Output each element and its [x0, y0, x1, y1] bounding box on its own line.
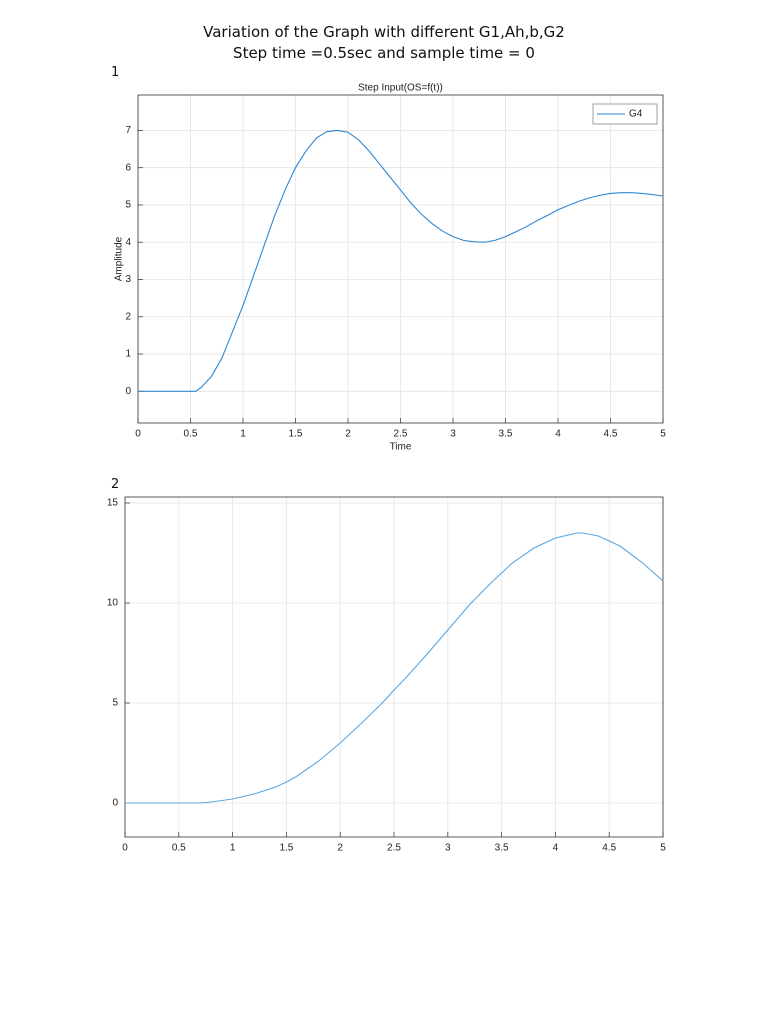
x-tick-label: 0	[122, 843, 128, 854]
x-tick-label: 3.5	[495, 843, 509, 854]
chart-title: Step Input(OS=f(t))	[358, 83, 443, 94]
x-tick-label: 2	[337, 843, 343, 854]
y-tick-label: 5	[112, 698, 118, 709]
data-line	[125, 532, 664, 804]
x-tick-label: 4	[555, 429, 561, 440]
axes-box	[124, 496, 664, 838]
x-tick-label: 2.5	[387, 843, 401, 854]
figure-number: 2	[111, 477, 120, 492]
x-tick-label: 3.5	[499, 429, 513, 440]
y-tick-label: 6	[125, 162, 131, 173]
y-tick-label: 4	[125, 237, 131, 248]
x-tick-label: 5	[660, 843, 666, 854]
x-tick-label: 2	[345, 429, 351, 440]
x-tick-label: 0	[135, 429, 141, 440]
x-tick-label: 1	[230, 843, 236, 854]
x-tick-label: 5	[660, 429, 666, 440]
page-subtitle: Step time =0.5sec and sample time = 0	[233, 44, 535, 62]
page-title: Variation of the Graph with different G1…	[203, 23, 565, 41]
x-tick-label: 4	[553, 843, 559, 854]
figure-number: 1	[111, 65, 120, 80]
x-tick-label: 1.5	[289, 429, 303, 440]
y-axis-label: Amplitude	[114, 236, 125, 281]
y-tick-label: 15	[107, 498, 119, 509]
y-tick-label: 2	[125, 311, 131, 322]
x-tick-label: 0.5	[172, 843, 186, 854]
y-tick-label: 0	[112, 798, 118, 809]
x-tick-label: 4.5	[602, 843, 616, 854]
axes-box	[137, 94, 664, 424]
data-line	[138, 129, 664, 392]
x-tick-label: 3	[450, 429, 456, 440]
x-axis-label: Time	[390, 442, 412, 453]
y-tick-label: 5	[125, 200, 131, 211]
x-tick-label: 4.5	[604, 429, 618, 440]
x-tick-label: 1.5	[279, 843, 293, 854]
x-tick-label: 2.5	[394, 429, 408, 440]
y-tick-label: 7	[125, 125, 131, 136]
x-tick-label: 0.5	[184, 429, 198, 440]
y-tick-label: 10	[107, 598, 119, 609]
y-tick-label: 0	[125, 386, 131, 397]
y-tick-label: 3	[125, 274, 131, 285]
y-tick-label: 1	[125, 349, 131, 360]
x-tick-label: 3	[445, 843, 451, 854]
legend-label: G4	[629, 109, 643, 120]
x-tick-label: 1	[240, 429, 246, 440]
